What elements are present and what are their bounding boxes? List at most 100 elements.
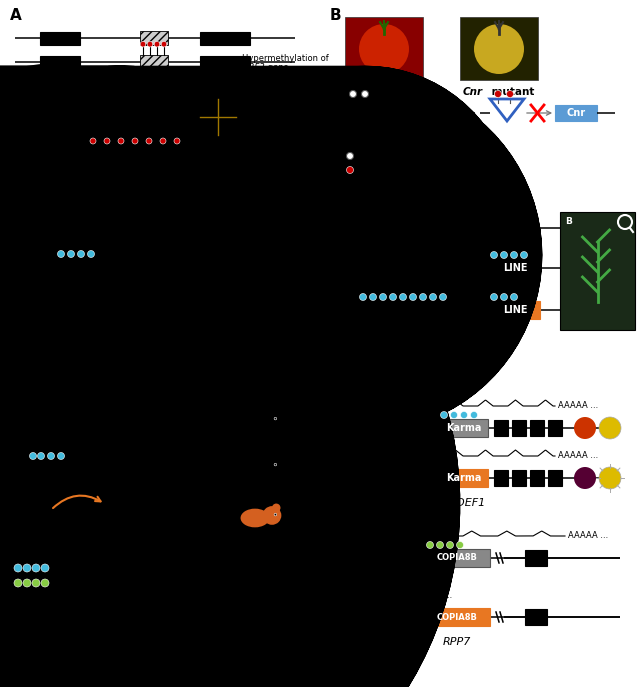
Text: ORF2: ORF2 (50, 72, 71, 81)
Circle shape (263, 506, 281, 525)
Circle shape (410, 293, 417, 300)
Bar (140, 55, 168, 69)
Circle shape (347, 166, 353, 174)
Text: D: D (330, 203, 343, 218)
Text: BNS$^{INDI,LINE}$: BNS$^{INDI,LINE}$ (332, 308, 376, 322)
Bar (530, 470, 544, 486)
Circle shape (360, 293, 367, 300)
Circle shape (263, 456, 281, 475)
Bar (200, 32, 250, 45)
Bar (530, 420, 544, 436)
Text: Cnr: Cnr (421, 108, 440, 118)
Circle shape (263, 410, 281, 429)
Circle shape (574, 417, 596, 439)
Bar (345, 17, 423, 80)
Bar (425, 549, 490, 567)
Circle shape (41, 564, 49, 572)
Bar (394, 470, 408, 486)
Bar (525, 550, 547, 566)
Circle shape (104, 138, 110, 144)
Circle shape (272, 504, 281, 512)
Circle shape (58, 251, 65, 258)
Text: AAAAA ...: AAAAA ... (558, 451, 598, 460)
Text: E: E (10, 390, 21, 405)
Circle shape (520, 251, 528, 258)
Circle shape (490, 293, 497, 300)
Bar (358, 420, 372, 436)
Bar (40, 56, 80, 69)
Bar (100, 459, 118, 477)
Text: DNA methylation: DNA methylation (54, 563, 138, 573)
Text: A$^{vy}$: A$^{vy}$ (15, 511, 34, 525)
Text: (Mu-on): (Mu-on) (14, 316, 52, 326)
Text: Wild type: Wild type (356, 87, 412, 97)
Circle shape (67, 251, 74, 258)
Circle shape (460, 412, 467, 418)
Circle shape (574, 467, 596, 489)
Bar (128, 509, 158, 527)
Text: Normal: Normal (332, 423, 367, 433)
Bar (412, 470, 426, 486)
Text: mantled: mantled (332, 473, 372, 483)
Circle shape (510, 293, 517, 300)
Circle shape (426, 541, 433, 548)
Bar (555, 105, 597, 121)
Text: BNS$^{INDI,LINE}$: BNS$^{INDI,LINE}$ (332, 267, 376, 279)
Circle shape (29, 453, 37, 460)
Circle shape (174, 138, 180, 144)
Bar (135, 306, 215, 324)
Text: AGOUTI: AGOUTI (108, 538, 151, 548)
Text: Présence de méthylation: Présence de méthylation (358, 170, 471, 180)
Circle shape (440, 293, 447, 300)
Text: EgDEF1: EgDEF1 (442, 498, 486, 508)
Circle shape (272, 407, 281, 416)
Circle shape (41, 579, 49, 587)
Text: hcf-106: hcf-106 (14, 305, 51, 315)
Circle shape (146, 138, 152, 144)
Text: Karma: Karma (446, 423, 481, 433)
Text: 6.3 kb: 6.3 kb (88, 83, 112, 92)
Circle shape (599, 417, 621, 439)
Text: IAP: IAP (42, 513, 60, 523)
Bar (525, 609, 547, 625)
Bar (358, 470, 372, 486)
Bar (494, 470, 508, 486)
Circle shape (501, 251, 508, 258)
Circle shape (147, 41, 153, 47)
Bar (390, 550, 412, 566)
Bar (40, 32, 80, 45)
Circle shape (272, 453, 281, 462)
Circle shape (23, 564, 31, 572)
Bar (100, 509, 118, 527)
Circle shape (274, 417, 277, 420)
Bar (560, 212, 635, 330)
Circle shape (451, 412, 458, 418)
Circle shape (90, 138, 96, 144)
Circle shape (599, 467, 621, 489)
Polygon shape (169, 108, 182, 130)
Bar (425, 608, 490, 626)
Text: Hypermethylation of: Hypermethylation of (242, 54, 329, 63)
Text: LINE: LINE (503, 263, 528, 273)
Bar (358, 259, 453, 277)
Text: B: B (565, 217, 572, 226)
Text: hcf -106: hcf -106 (137, 333, 183, 343)
Bar (394, 420, 408, 436)
Circle shape (38, 453, 44, 460)
Text: WT: WT (332, 258, 347, 268)
Text: Karma: Karma (446, 473, 481, 483)
Text: Mu1: Mu1 (64, 310, 88, 320)
Bar (110, 219, 200, 237)
Text: BONSAI: BONSAI (429, 332, 471, 342)
Bar (494, 420, 508, 436)
Text: AAAAA ...: AAAAA ... (568, 532, 608, 541)
Circle shape (470, 412, 478, 418)
Text: A: A (15, 417, 22, 427)
Polygon shape (88, 108, 101, 130)
Text: WT: WT (332, 548, 346, 557)
Circle shape (347, 153, 353, 159)
Bar (128, 459, 158, 477)
Text: (Mu-off): (Mu-off) (14, 269, 53, 279)
Circle shape (198, 97, 238, 137)
Bar (490, 259, 540, 277)
